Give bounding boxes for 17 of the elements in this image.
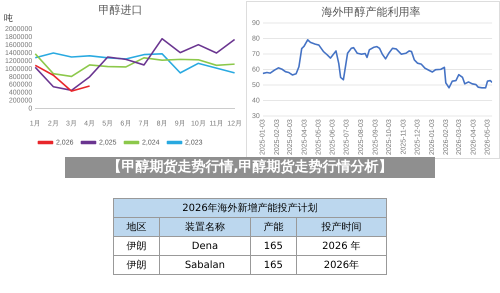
y-axis-title: 吨 xyxy=(4,13,13,24)
chart-title: 甲醇进口 xyxy=(98,4,142,17)
text: Sabalan xyxy=(160,256,250,274)
text: 165 xyxy=(250,256,296,274)
text: Dena xyxy=(160,236,250,256)
text: 伊朗 xyxy=(114,256,160,274)
text: 产能 xyxy=(250,218,296,236)
text: 地区 xyxy=(114,218,160,236)
text: 伊朗 xyxy=(114,236,160,256)
text: 投产时间 xyxy=(296,218,386,236)
text: 2026年海外新增产能投产计划 xyxy=(113,198,387,217)
text: 165 xyxy=(250,236,296,256)
text: 【甲醇期货走势行情,甲醇期货走势行情分析】 xyxy=(106,159,394,176)
text: 2026年 xyxy=(296,256,386,274)
text: 装置名称 xyxy=(160,218,250,236)
chart-title: 海外甲醇产能利用率 xyxy=(322,6,420,19)
text: 2026 年 xyxy=(296,236,386,256)
